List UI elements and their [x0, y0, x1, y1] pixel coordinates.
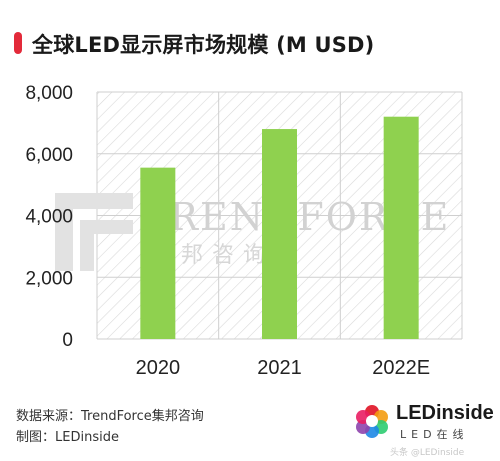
y-tick-label: 0 — [62, 330, 73, 351]
y-tick-label: 6,000 — [25, 145, 73, 166]
bars — [140, 116, 419, 339]
source-note: 数据来源：TrendForce集邦咨询 — [16, 409, 204, 424]
x-tick-label: 2022E — [372, 357, 430, 379]
corner-watermark: 头条 @LEDinside — [390, 448, 465, 458]
logo-tagline: LED在线 — [400, 428, 469, 441]
bar-2022E — [383, 116, 419, 339]
y-tick-label: 8,000 — [25, 83, 73, 104]
chart-title: 全球LED显示屏市场规模 (M USD) — [32, 33, 375, 57]
bar-2021 — [262, 129, 297, 339]
y-tick-label: 2,000 — [25, 268, 73, 289]
x-tick-label: 2021 — [257, 357, 302, 379]
ledinside-logo-icon — [356, 405, 388, 438]
title-accent-bar — [14, 32, 22, 54]
logo-name: LEDinside — [396, 402, 494, 424]
y-tick-label: 4,000 — [25, 207, 73, 228]
author-note: 制图：LEDinside — [16, 430, 119, 445]
y-axis-ticks: 0 2,000 4,000 6,000 8,000 — [25, 83, 73, 351]
x-tick-label: 2020 — [136, 357, 181, 379]
x-axis-ticks: 2020 2021 2022E — [136, 357, 431, 379]
bar-2020 — [140, 167, 176, 339]
